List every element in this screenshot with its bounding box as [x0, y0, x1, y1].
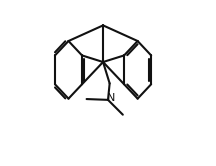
Text: N: N	[107, 93, 115, 103]
